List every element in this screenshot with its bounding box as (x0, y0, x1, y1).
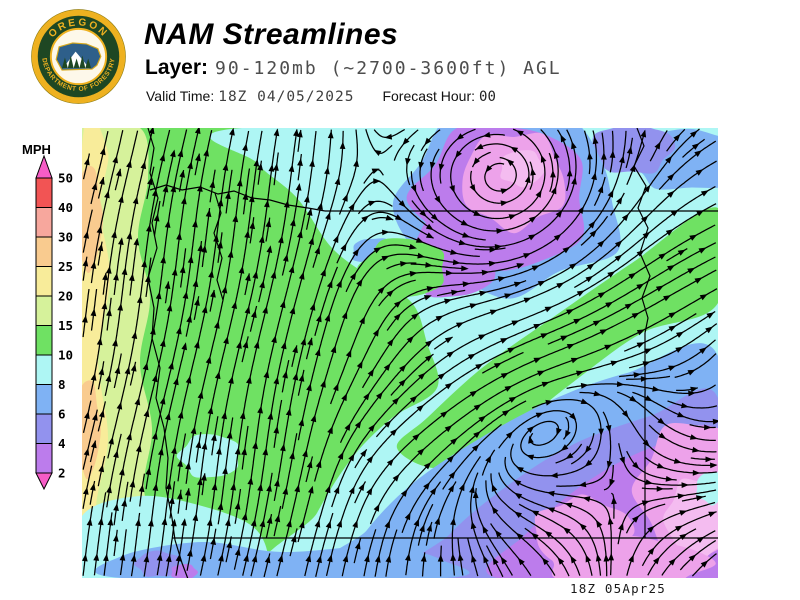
forecast-hour-value: 00 (479, 89, 496, 105)
speed-region (500, 150, 546, 188)
willamette-river (213, 192, 224, 301)
layer-value: 90-120mb (~2700-3600ft) AGL (215, 58, 562, 79)
speed-region (396, 207, 718, 469)
streamline-map (82, 128, 718, 578)
columbia-river (149, 184, 326, 212)
legend-tick-label: 2 (58, 466, 66, 481)
valid-time-row: Valid Time: 18Z 04/05/2025 Forecast Hour: 0… (146, 88, 496, 105)
legend-tick-label: 30 (58, 230, 73, 245)
speed-region (176, 434, 239, 478)
wind-speed-legend: MPH 50 40 30 25 20 15 10 8 6 4 2 (22, 142, 73, 491)
legend-tick-label: 8 (58, 377, 66, 392)
valid-time-label: Valid Time: (146, 88, 215, 104)
speed-region (357, 238, 445, 298)
legend-tick-label: 15 (58, 318, 73, 333)
speed-region (82, 166, 104, 273)
legend-tick-label: 20 (58, 289, 73, 304)
snake-river (633, 128, 651, 334)
legend-tick-label: 6 (58, 407, 66, 422)
legend-tick-label: 10 (58, 348, 73, 363)
legend-tick-label: 4 (58, 436, 66, 451)
streamline-arrowheads (82, 128, 718, 568)
legend-tick-label: 25 (58, 259, 73, 274)
legend-title: MPH (22, 142, 51, 157)
odf-logo: OREGON DEPARTMENT OF FORESTRY (31, 9, 126, 104)
coastline (147, 128, 189, 578)
layer-row: Layer: 90-120mb (~2700-3600ft) AGL (145, 56, 562, 80)
page-title: NAM Streamlines (144, 18, 399, 51)
layer-label: Layer: (145, 56, 209, 79)
forecast-hour-label: Forecast Hour: (382, 88, 476, 104)
valid-time-value: 18Z 04/05/2025 (218, 89, 355, 105)
logo-trees (62, 55, 92, 69)
legend-tick-label: 50 (58, 171, 73, 186)
map-timestamp: 18Z 05Apr25 (570, 581, 666, 596)
legend-tick-label: 40 (58, 200, 73, 215)
